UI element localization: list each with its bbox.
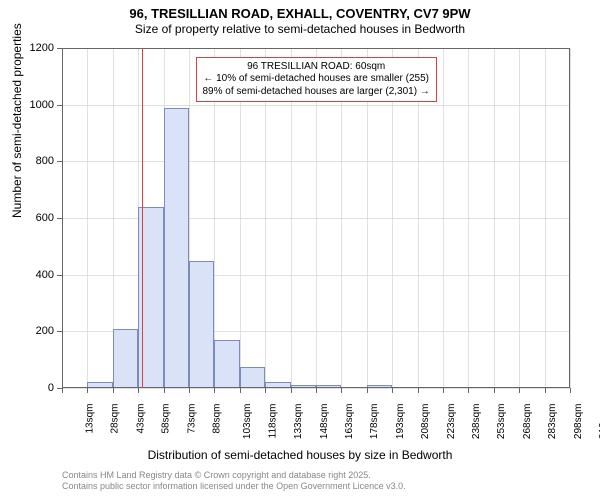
annotation-line-2: ← 10% of semi-detached houses are smalle… [203,73,430,86]
axis-right [569,48,570,388]
annotation-line-1: 96 TRESILLIAN ROAD: 60sqm [203,61,430,74]
xtick-mark [392,388,393,393]
xtick-label: 133sqm [293,404,304,440]
grid-line-x [468,48,469,388]
xtick-label: 13sqm [85,404,96,434]
grid-line-x [443,48,444,388]
xtick-mark [545,388,546,393]
attribution-line-2: Contains public sector information licen… [62,481,406,492]
grid-line-x [519,48,520,388]
grid-line-x [494,48,495,388]
xtick-mark [240,388,241,393]
xtick-mark [418,388,419,393]
page-subtitle: Size of property relative to semi-detach… [0,22,600,36]
histogram-bar [240,367,265,388]
ytick-label: 1000 [14,99,54,111]
xtick-mark [87,388,88,393]
xtick-mark [367,388,368,393]
xtick-mark [214,388,215,393]
xtick-mark [468,388,469,393]
histogram-bar [214,340,239,388]
xtick-label: 28sqm [110,404,121,434]
xtick-label: 223sqm [446,404,457,440]
reference-line [142,48,143,388]
axis-top [62,48,570,49]
xtick-label: 88sqm [212,404,223,434]
xtick-label: 298sqm [573,404,584,440]
chart-area: 02004006008001000120013sqm28sqm43sqm58sq… [62,48,570,388]
xtick-label: 178sqm [369,404,380,440]
histogram-bar [113,329,138,389]
ytick-label: 200 [14,325,54,337]
xtick-label: 103sqm [242,404,253,440]
xtick-label: 148sqm [319,404,330,440]
xtick-mark [570,388,571,393]
ytick-label: 600 [14,212,54,224]
xtick-label: 238sqm [471,404,482,440]
annotation-box: 96 TRESILLIAN ROAD: 60sqm← 10% of semi-d… [196,57,437,103]
xtick-label: 43sqm [135,404,146,434]
xtick-label: 118sqm [267,404,278,439]
xtick-label: 283sqm [547,404,558,440]
plot-region: 02004006008001000120013sqm28sqm43sqm58sq… [62,48,570,388]
xtick-label: 268sqm [522,404,533,440]
xtick-mark [494,388,495,393]
xtick-mark [138,388,139,393]
x-axis-label: Distribution of semi-detached houses by … [0,448,600,462]
xtick-mark [316,388,317,393]
attribution-line-1: Contains HM Land Registry data © Crown c… [62,470,406,481]
xtick-label: 193sqm [395,404,406,440]
xtick-label: 253sqm [496,404,507,440]
histogram-bar [164,108,189,389]
annotation-line-3: 89% of semi-detached houses are larger (… [203,86,430,99]
xtick-label: 208sqm [420,404,431,440]
ytick-label: 800 [14,155,54,167]
xtick-mark [443,388,444,393]
page-title: 96, TRESILLIAN ROAD, EXHALL, COVENTRY, C… [0,6,600,21]
attribution: Contains HM Land Registry data © Crown c… [62,470,406,493]
ytick-label: 0 [14,382,54,394]
xtick-label: 73sqm [186,404,197,434]
xtick-label: 163sqm [344,404,355,440]
title-area: 96, TRESILLIAN ROAD, EXHALL, COVENTRY, C… [0,0,600,36]
xtick-mark [189,388,190,393]
ytick-label: 400 [14,269,54,281]
xtick-mark [519,388,520,393]
ytick-label: 1200 [14,42,54,54]
histogram-bar [189,261,214,389]
grid-line-x [570,48,571,388]
xtick-mark [341,388,342,393]
grid-line-x [545,48,546,388]
axis-left [62,48,63,388]
xtick-mark [291,388,292,393]
xtick-mark [62,388,63,393]
xtick-mark [113,388,114,393]
xtick-label: 58sqm [161,404,172,434]
xtick-mark [164,388,165,393]
axis-bottom [62,387,570,388]
grid-line-x [87,48,88,388]
xtick-mark [265,388,266,393]
